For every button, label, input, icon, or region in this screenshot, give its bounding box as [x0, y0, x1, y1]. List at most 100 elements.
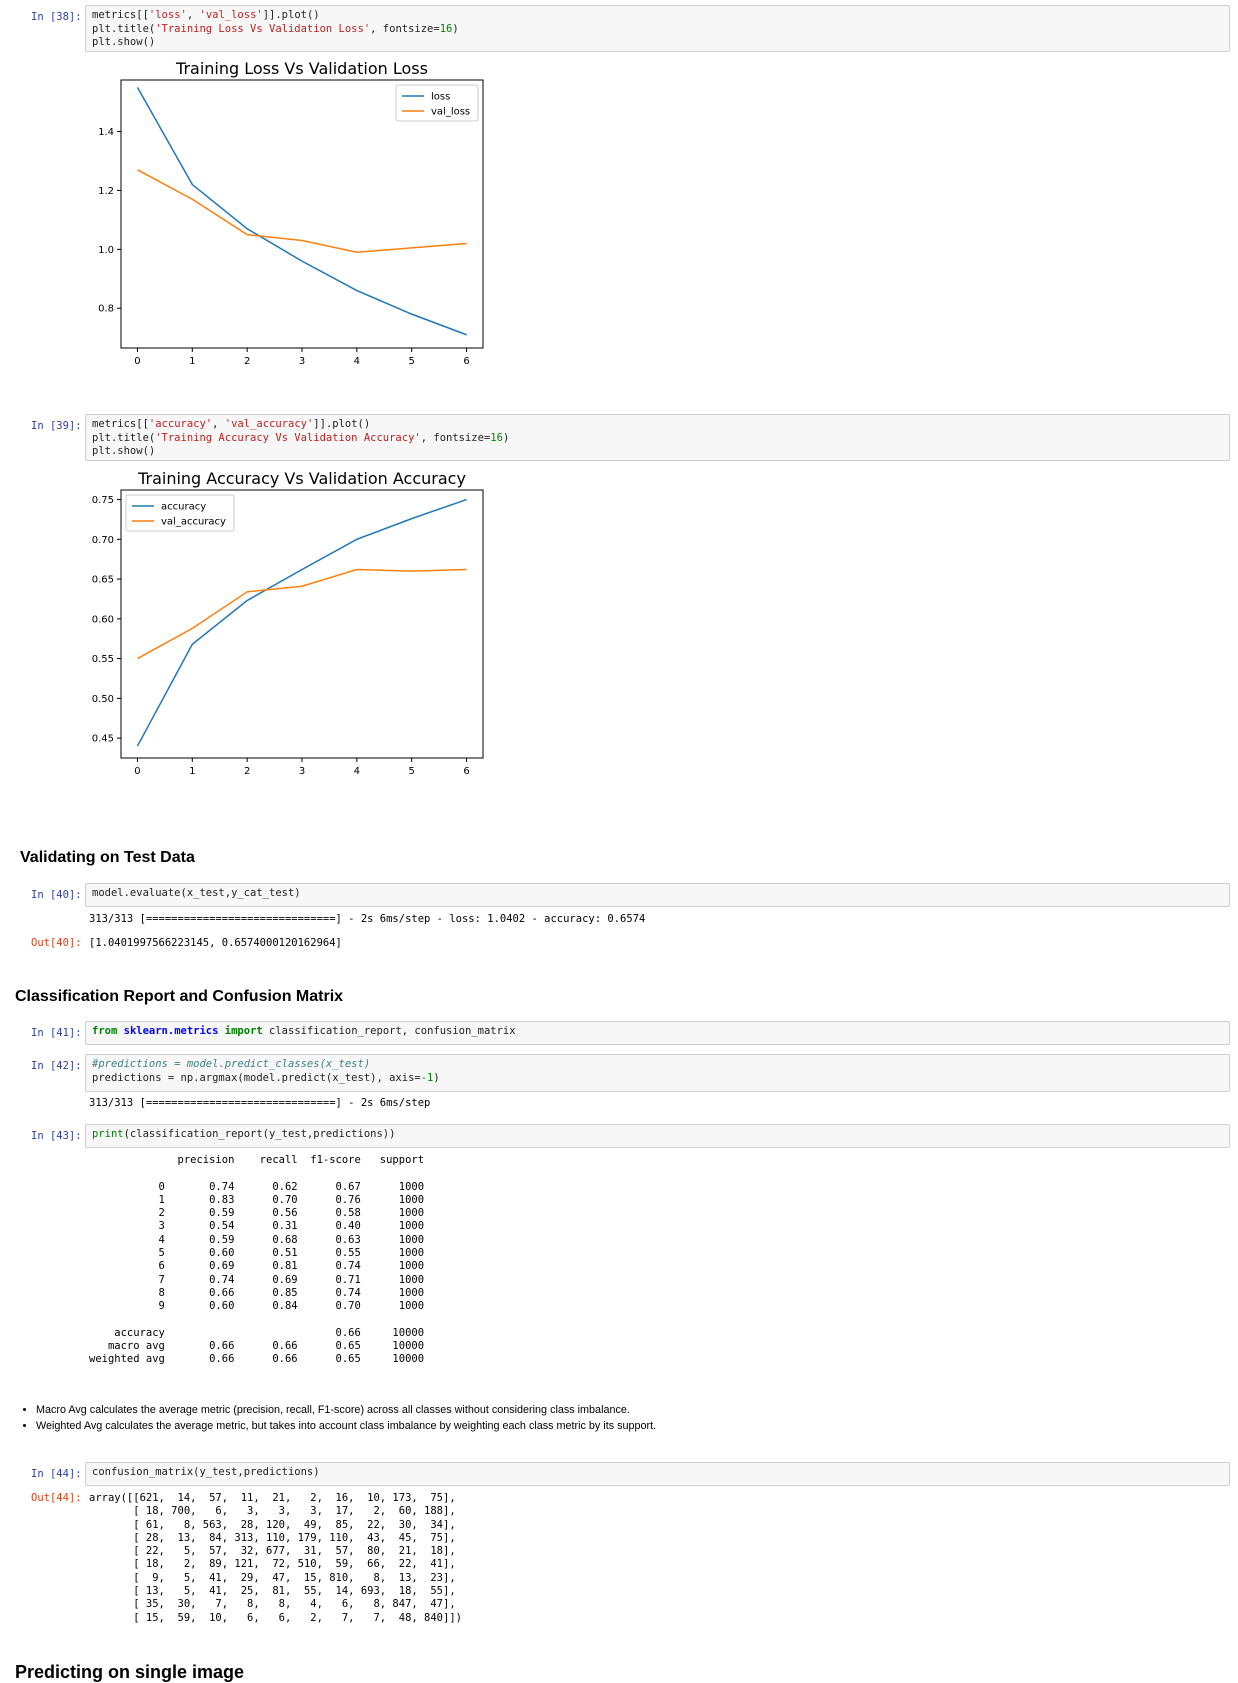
code-string: 'Training Loss Vs Validation Loss': [155, 22, 371, 35]
code-text: model.evaluate(x_test,y_cat_test): [92, 887, 301, 899]
cell-42-prompt: In [42]:: [31, 1060, 82, 1072]
cell-43-code-input[interactable]: print(classification_report(y_test,predi…: [85, 1124, 1230, 1148]
code-text: ,: [212, 418, 225, 430]
classification-report-output: precision recall f1-score support 0 0.74…: [89, 1154, 425, 1366]
code-string: 'val_loss': [199, 9, 263, 21]
legend-label: loss: [431, 92, 450, 103]
code-keyword: import: [224, 1025, 263, 1037]
x-tick-label: 0: [134, 766, 140, 777]
y-tick-label: 0.70: [92, 535, 114, 546]
x-tick-label: 4: [354, 766, 360, 777]
confusion-matrix-output: array([[621, 14, 57, 11, 21, 2, 16, 10, …: [89, 1492, 462, 1624]
x-tick-label: 6: [463, 356, 469, 367]
cell-44-code-input[interactable]: confusion_matrix(y_test,predictions): [85, 1462, 1230, 1486]
series-line-accuracy: [136, 498, 467, 747]
y-tick-label: 0.75: [92, 495, 114, 506]
code-text: metrics[[: [92, 9, 149, 21]
y-tick-label: 0.8: [98, 304, 114, 315]
cell-40-output: [1.0401997566223145, 0.6574000120162964]: [89, 937, 342, 949]
loss-chart: Training Loss Vs Validation Loss 0 1 2 3 4 5 6 0…: [98, 59, 484, 367]
cell-42-code-input[interactable]: #predictions = model.predict_classes(x_t…: [85, 1054, 1230, 1092]
x-tick-label: 4: [354, 356, 360, 367]
cell-42-stdout: 313/313 [==============================]…: [89, 1097, 431, 1109]
cell-44-out-prompt: Out[44]:: [31, 1492, 82, 1504]
series-line-loss: [136, 86, 467, 336]
y-tick-label: 0.45: [92, 734, 114, 745]
code-text: confusion_matrix(y_test,predictions): [92, 1466, 320, 1478]
x-tick-label: 1: [189, 356, 195, 367]
code-text: plt.title(: [92, 431, 156, 444]
note-macro-avg: Macro Avg calculates the average metric …: [36, 1402, 656, 1418]
x-tick-label: 2: [244, 766, 250, 777]
y-tick-label: 1.2: [98, 186, 114, 197]
y-tick-label: 1.4: [98, 127, 114, 138]
cell-40-prompt: In [40]:: [31, 889, 82, 901]
y-tick-label: 1.0: [98, 245, 114, 256]
x-tick-label: 1: [189, 766, 195, 777]
legend-label: accuracy: [161, 502, 206, 513]
code-module: sklearn.metrics: [123, 1025, 219, 1037]
y-tick-label: 0.50: [92, 694, 114, 705]
section-heading-predicting: Predicting on single image: [15, 1662, 245, 1682]
note-weighted-avg: Weighted Avg calculates the average metr…: [36, 1418, 656, 1434]
section-heading-classification: Classification Report and Confusion Matr…: [15, 988, 344, 1005]
code-comment: #predictions = model.predict_classes(x_t…: [92, 1058, 371, 1070]
x-tick-label: 3: [299, 766, 305, 777]
cell-41-code-input[interactable]: from sklearn.metrics import classificati…: [85, 1021, 1230, 1045]
code-text: metrics[[: [92, 418, 149, 430]
code-text: classification_report, confusion_matrix: [262, 1025, 516, 1037]
code-text: ): [452, 22, 459, 35]
cell-40-code-input[interactable]: model.evaluate(x_test,y_cat_test): [85, 883, 1230, 907]
y-tick-label: 0.55: [92, 654, 114, 665]
cell-38-code-input[interactable]: metrics[['loss', 'val_loss']].plot() plt…: [85, 5, 1230, 52]
code-text: ]].plot(): [262, 9, 320, 21]
code-text: predictions = np.argmax(model.predict(x_…: [92, 1071, 421, 1084]
x-tick-label: 0: [134, 356, 140, 367]
x-tick-label: 5: [409, 356, 415, 367]
chart-title: Training Loss Vs Validation Loss: [175, 59, 428, 78]
cell-44-prompt: In [44]:: [31, 1468, 82, 1480]
code-text: plt.title(: [92, 22, 156, 35]
code-text: ): [502, 431, 510, 444]
section-heading-validating: Validating on Test Data: [20, 849, 195, 866]
cell-41-prompt: In [41]:: [31, 1027, 82, 1039]
cell-39-code-input[interactable]: metrics[['accuracy', 'val_accuracy']].pl…: [85, 414, 1230, 461]
code-keyword: from: [92, 1025, 118, 1037]
x-tick-label: 5: [409, 766, 415, 777]
code-text: ): [433, 1071, 440, 1084]
cell-40-stdout: 313/313 [==============================]…: [89, 913, 646, 925]
code-number: 16: [439, 22, 453, 35]
code-string: 'Training Accuracy Vs Validation Accurac…: [155, 431, 421, 444]
code-text: , fontsize=: [420, 431, 491, 444]
code-text: plt.show(): [92, 36, 156, 48]
code-string: 'val_accuracy': [224, 418, 314, 430]
code-number: 16: [490, 431, 503, 444]
code-builtin: print: [92, 1128, 124, 1140]
x-tick-label: 6: [463, 766, 469, 777]
x-tick-label: 2: [244, 356, 250, 367]
code-string: 'loss': [148, 9, 187, 21]
legend-label: val_loss: [431, 107, 470, 118]
y-tick-label: 0.60: [92, 614, 114, 625]
cell-39-prompt: In [39]:: [31, 420, 82, 432]
code-text: ,: [186, 9, 200, 21]
legend-label: val_accuracy: [161, 517, 226, 528]
cell-43-prompt: In [43]:: [31, 1130, 82, 1142]
code-text: ]].plot(): [313, 418, 371, 430]
legend-box: [395, 84, 479, 122]
code-text: (classification_report(y_test,prediction…: [123, 1128, 396, 1140]
y-tick-label: 0.65: [92, 575, 114, 586]
x-tick-label: 3: [299, 356, 305, 367]
code-text: plt.show(): [92, 445, 156, 457]
chart-title: Training Accuracy Vs Validation Accuracy: [137, 469, 466, 488]
cell-40-out-prompt: Out[40]:: [31, 937, 82, 949]
avg-notes-list: Macro Avg calculates the average metric …: [18, 1402, 656, 1434]
code-number: -1: [420, 1071, 434, 1084]
cell-38-prompt: In [38]:: [31, 11, 82, 23]
series-line-val_accuracy: [137, 568, 467, 660]
legend-box: [125, 494, 235, 532]
code-text: , fontsize=: [370, 22, 440, 35]
accuracy-chart: Training Accuracy Vs Validation Accuracy…: [92, 469, 484, 777]
series-line-val_loss: [137, 169, 467, 254]
code-string: 'accuracy': [148, 418, 213, 430]
